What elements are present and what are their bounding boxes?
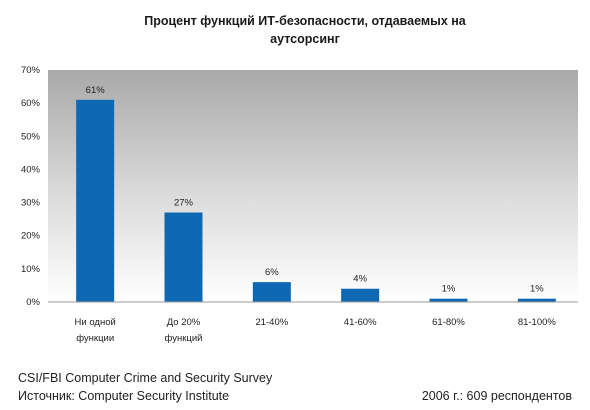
y-tick-label: 50%	[21, 131, 41, 142]
bar-value-label: 1%	[442, 284, 456, 295]
bars	[76, 99, 556, 302]
y-tick-label: 30%	[21, 198, 41, 209]
chart-title-line2: аутсорсинг	[270, 32, 340, 46]
y-tick-label: 10%	[21, 264, 41, 275]
x-tick-label: функции	[76, 333, 114, 344]
y-tick-label: 40%	[21, 164, 41, 175]
x-tick-label: 41-60%	[344, 317, 377, 328]
y-axis: 0% 10% 20% 30% 40% 50% 60% 70%	[21, 65, 41, 308]
x-tick-label: 81-100%	[518, 317, 557, 328]
bar	[517, 298, 556, 302]
value-labels: 61% 27% 6% 4% 1% 1%	[86, 85, 545, 295]
x-tick-label: До 20%	[167, 317, 201, 328]
y-tick-label: 60%	[21, 98, 41, 109]
bar-value-label: 61%	[86, 85, 106, 96]
x-tick-label: Ни одной	[75, 317, 116, 328]
chart-title: Процент функций ИТ-безопасности, отдавае…	[40, 12, 570, 48]
x-tick-label: 61-80%	[432, 317, 465, 328]
plot-area	[48, 70, 578, 302]
footer-respondents: 2006 г.: 609 респондентов	[421, 389, 572, 403]
bar	[252, 282, 291, 302]
x-tick-label: функций	[165, 333, 203, 344]
x-axis: Ни одной функции До 20% функций 21-40% 41-60%…	[75, 317, 557, 344]
footer-survey: CSI/FBI Computer Crime and Security Surv…	[18, 371, 273, 385]
bar	[164, 212, 203, 302]
footer-source: Источник: Computer Security Institute	[18, 389, 230, 403]
y-tick-label: 20%	[21, 231, 41, 242]
x-tick-label: 21-40%	[255, 317, 288, 328]
chart-title-line1: Процент функций ИТ-безопасности, отдавае…	[144, 14, 466, 28]
bar	[429, 298, 468, 302]
bar-value-label: 4%	[353, 274, 367, 285]
bar-value-label: 1%	[530, 284, 544, 295]
y-tick-label: 0%	[26, 297, 40, 308]
y-tick-label: 70%	[21, 65, 41, 76]
bar-value-label: 6%	[265, 267, 279, 278]
bar	[76, 99, 115, 302]
bar	[341, 288, 380, 302]
bar-value-label: 27%	[174, 198, 194, 209]
